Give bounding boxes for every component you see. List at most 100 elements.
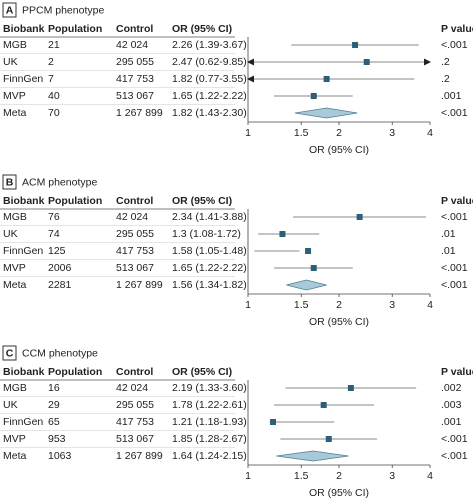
p-value: <.001 — [441, 279, 468, 291]
biobank: MGB — [3, 211, 27, 223]
biobank: UK — [3, 399, 18, 411]
control: 1 267 899 — [116, 450, 163, 462]
x-axis-label: OR (95% CI) — [309, 144, 369, 156]
x-tick-label: 1 — [245, 127, 251, 139]
or-ci: 1.85 (1.28-2.67) — [172, 433, 247, 445]
control: 42 024 — [116, 382, 148, 394]
p-value: <.001 — [441, 211, 468, 223]
control: 295 055 — [116, 56, 154, 68]
column-header: Biobank — [3, 23, 45, 35]
x-tick-label: 3 — [389, 470, 395, 482]
x-axis-label: OR (95% CI) — [309, 487, 369, 499]
population: 29 — [48, 399, 60, 411]
control: 42 024 — [116, 39, 148, 51]
x-tick-label: 1.5 — [294, 299, 309, 311]
column-header: OR (95% CI) — [172, 195, 232, 207]
column-header: P value — [441, 195, 473, 207]
x-tick-label: 4 — [427, 470, 433, 482]
point-estimate — [310, 265, 317, 271]
control: 295 055 — [116, 399, 154, 411]
point-estimate — [363, 59, 370, 65]
p-value: .2 — [441, 73, 450, 85]
p-value: <.001 — [441, 39, 468, 51]
summary-diamond — [294, 107, 358, 119]
p-value: <.001 — [441, 433, 468, 445]
control: 1 267 899 — [116, 107, 163, 119]
population: 1063 — [48, 450, 72, 462]
control: 1 267 899 — [116, 279, 163, 291]
control: 513 067 — [116, 262, 154, 274]
column-header: Control — [116, 23, 153, 35]
summary-diamond — [276, 450, 349, 462]
population: 7 — [48, 73, 54, 85]
population: 953 — [48, 433, 66, 445]
column-header: Biobank — [3, 366, 45, 378]
control: 42 024 — [116, 211, 148, 223]
x-tick-label: 4 — [427, 127, 433, 139]
biobank: MGB — [3, 382, 27, 394]
population: 21 — [48, 39, 60, 51]
x-tick-label: 1 — [245, 470, 251, 482]
x-tick-label: 3 — [389, 127, 395, 139]
population: 65 — [48, 416, 60, 428]
biobank: Meta — [3, 279, 27, 291]
panel-letter: A — [6, 4, 14, 16]
x-axis-label: OR (95% CI) — [309, 316, 369, 328]
population: 70 — [48, 107, 60, 119]
x-tick-label: 2 — [336, 299, 342, 311]
biobank: UK — [3, 56, 18, 68]
point-estimate — [325, 436, 332, 442]
x-tick-label: 1.5 — [294, 127, 309, 139]
population: 2006 — [48, 262, 72, 274]
point-estimate — [270, 419, 277, 425]
p-value: .003 — [441, 399, 462, 411]
biobank: Meta — [3, 450, 27, 462]
or-ci: 2.26 (1.39-3.67) — [172, 39, 247, 51]
biobank: MVP — [3, 262, 26, 274]
panel-title: CCM phenotype — [22, 347, 98, 359]
biobank: UK — [3, 228, 18, 240]
panel-letter-box — [2, 2, 17, 18]
control: 513 067 — [116, 90, 154, 102]
or-ci: 1.21 (1.18-1.93) — [172, 416, 247, 428]
p-value: <.001 — [441, 107, 468, 119]
point-estimate — [310, 93, 317, 99]
x-tick-label: 1.5 — [294, 470, 309, 482]
biobank: MVP — [3, 90, 26, 102]
control: 417 753 — [116, 73, 154, 85]
biobank: FinnGen — [3, 73, 43, 85]
panel-title: PPCM phenotype — [22, 4, 104, 16]
ci-arrow-right — [424, 58, 431, 66]
population: 40 — [48, 90, 60, 102]
panel-letter: B — [6, 176, 14, 188]
p-value: .001 — [441, 416, 462, 428]
or-ci: 1.82 (1.43-2.30) — [172, 107, 247, 119]
column-header: Control — [116, 195, 153, 207]
p-value: .01 — [441, 245, 456, 257]
point-estimate — [352, 42, 359, 48]
or-ci: 1.65 (1.22-2.22) — [172, 262, 247, 274]
or-ci: 1.3 (1.08-1.72) — [172, 228, 241, 240]
control: 417 753 — [116, 245, 154, 257]
column-header: OR (95% CI) — [172, 366, 232, 378]
or-ci: 1.65 (1.22-2.22) — [172, 90, 247, 102]
x-tick-label: 2 — [336, 470, 342, 482]
point-estimate — [279, 231, 286, 237]
column-header: OR (95% CI) — [172, 23, 232, 35]
ci-arrow-left — [247, 75, 254, 83]
point-estimate — [305, 248, 312, 254]
panel-letter-box — [2, 345, 17, 361]
p-value: .01 — [441, 228, 456, 240]
panel-letter: C — [6, 347, 14, 359]
or-ci: 2.19 (1.33-3.60) — [172, 382, 247, 394]
or-ci: 1.64 (1.24-2.15) — [172, 450, 247, 462]
biobank: MVP — [3, 433, 26, 445]
control: 295 055 — [116, 228, 154, 240]
column-header: Population — [48, 366, 102, 378]
or-ci: 1.58 (1.05-1.48) — [172, 245, 247, 257]
biobank: Meta — [3, 107, 27, 119]
column-header: Biobank — [3, 195, 45, 207]
or-ci: 1.56 (1.34-1.82) — [172, 279, 247, 291]
summary-diamond — [286, 279, 327, 291]
control: 513 067 — [116, 433, 154, 445]
